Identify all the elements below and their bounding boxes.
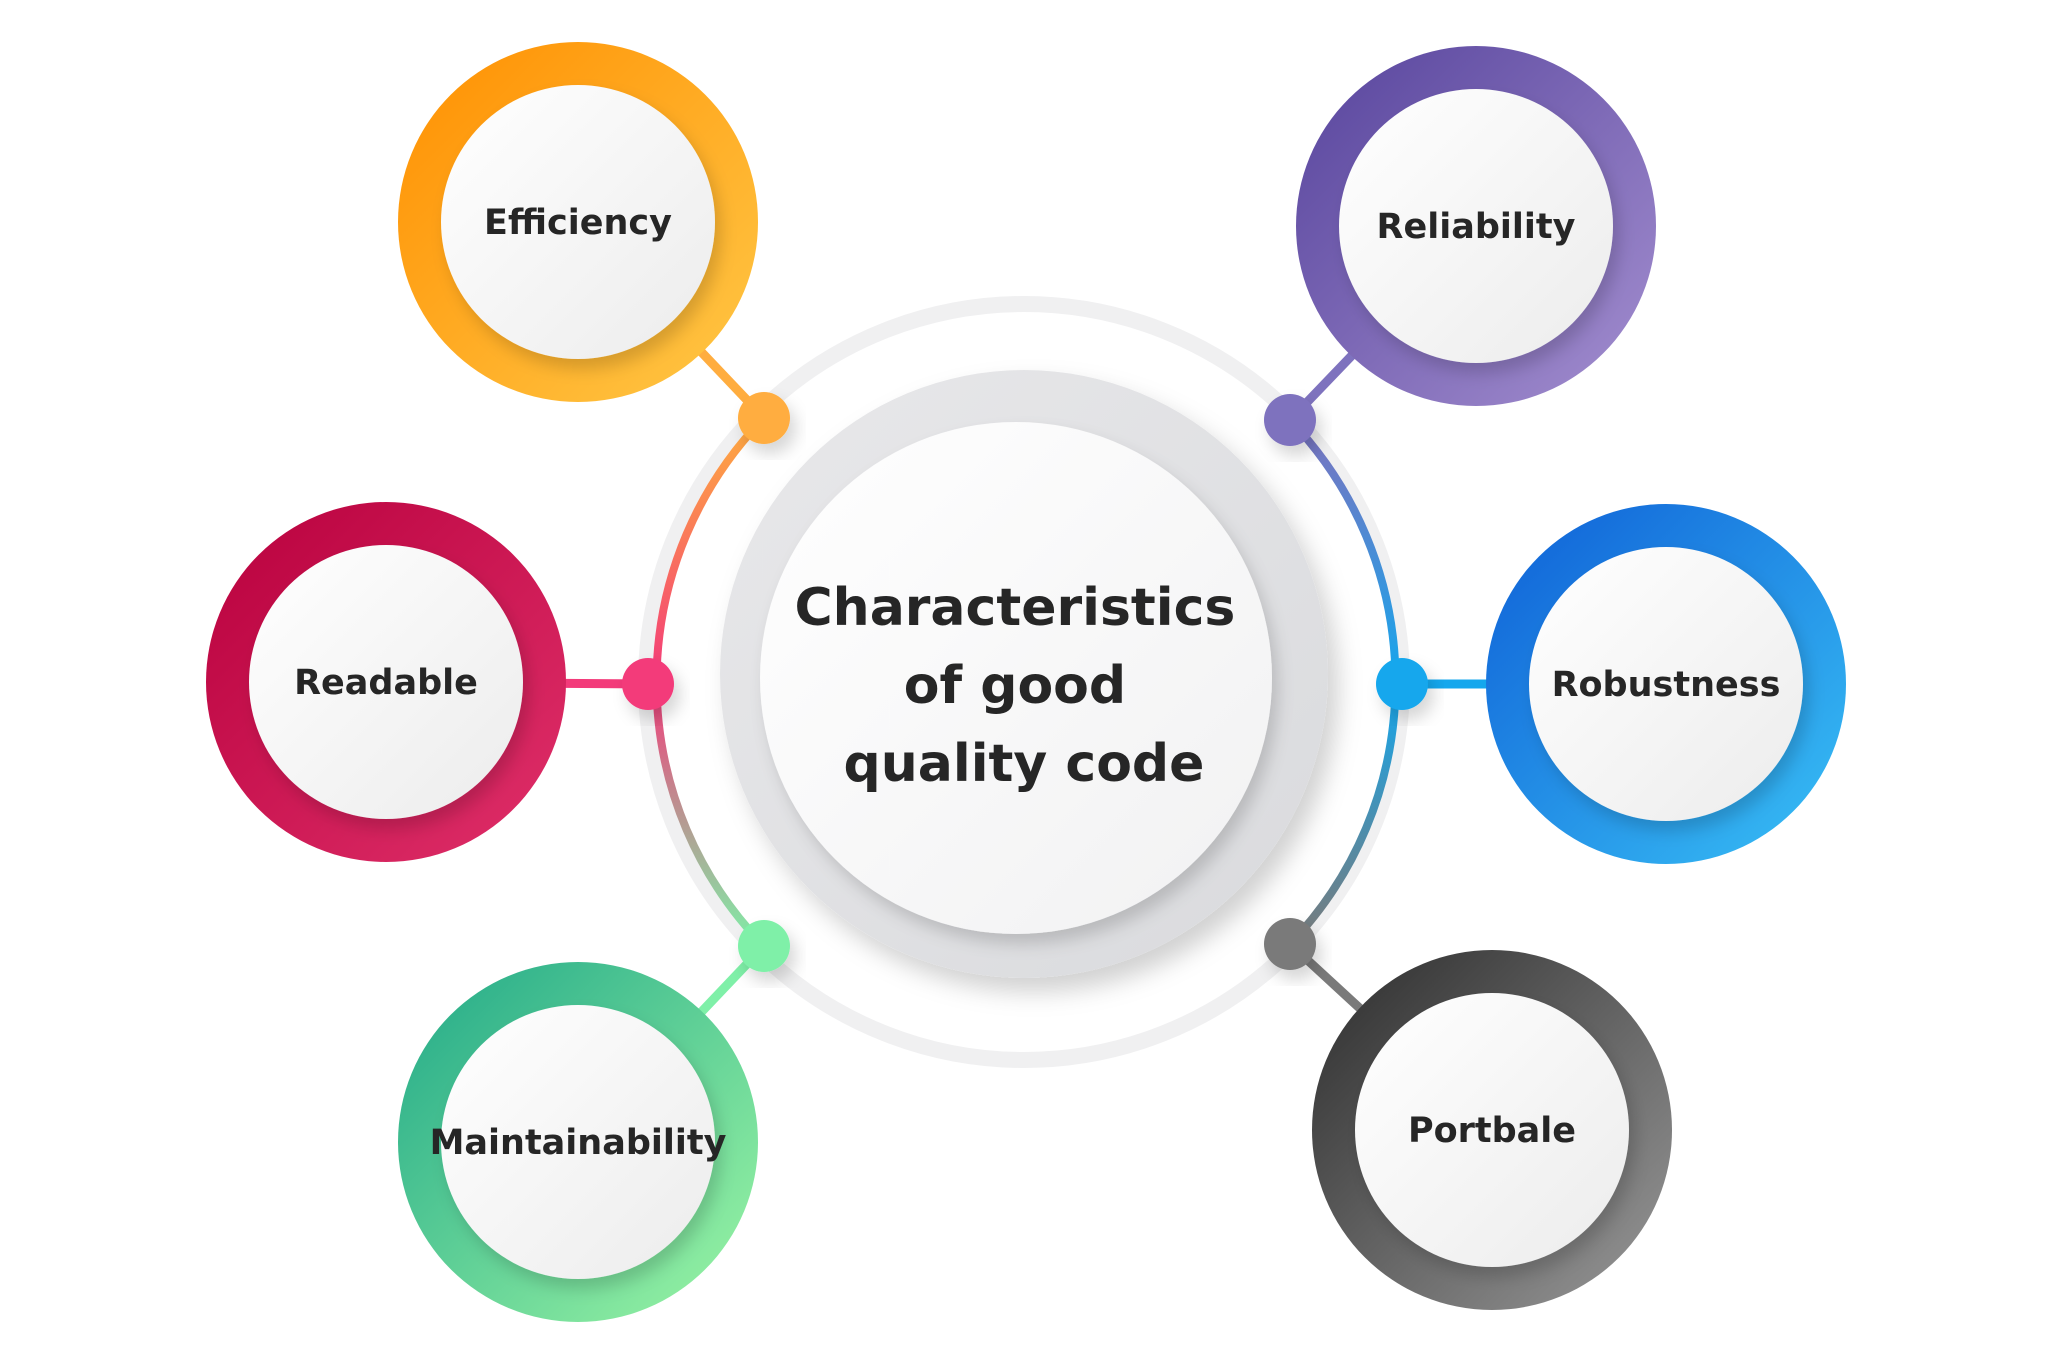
- joint-dot-reliability: [1264, 394, 1316, 446]
- central-hub: Characteristics of good quality code: [720, 370, 1328, 978]
- inner-disc-reliability: [1339, 89, 1613, 363]
- joint-dot-efficiency: [738, 392, 790, 444]
- label-portbale: Portbale: [1408, 1111, 1576, 1151]
- node-reliability: Reliability: [1296, 46, 1656, 406]
- node-efficiency: Efficiency: [398, 42, 758, 402]
- hub-title-line-2: of good: [904, 656, 1126, 716]
- label-reliability: Reliability: [1377, 207, 1576, 247]
- inner-disc-efficiency: [441, 85, 715, 359]
- label-maintainability: Maintainability: [430, 1123, 727, 1163]
- joint-dot-readable: [622, 658, 674, 710]
- characteristic-nodes: Efficiency Readable Maintainability Reliabi…: [206, 42, 1846, 1322]
- inner-disc-readable: [249, 545, 523, 819]
- node-readable: Readable: [206, 502, 566, 862]
- hub-title-line-3: quality code: [844, 734, 1205, 794]
- node-maintainability: Maintainability: [398, 962, 758, 1322]
- label-robustness: Robustness: [1552, 665, 1781, 705]
- hub-title: Characteristics of good quality code: [795, 578, 1254, 794]
- hub-title-line-1: Characteristics: [795, 578, 1236, 638]
- joint-dot-robustness: [1376, 658, 1428, 710]
- inner-disc-portbale: [1355, 993, 1629, 1267]
- joint-dot-portbale: [1264, 918, 1316, 970]
- label-readable: Readable: [294, 663, 478, 703]
- hub-inner-disc: [760, 422, 1272, 934]
- label-efficiency: Efficiency: [484, 203, 672, 243]
- node-robustness: Robustness: [1486, 504, 1846, 864]
- connector-layer: [563, 348, 1488, 1016]
- inner-disc-robustness: [1529, 547, 1803, 821]
- inner-disc-maintainability: [441, 1005, 715, 1279]
- joint-dot-maintainability: [738, 920, 790, 972]
- node-portbale: Portbale: [1312, 950, 1672, 1310]
